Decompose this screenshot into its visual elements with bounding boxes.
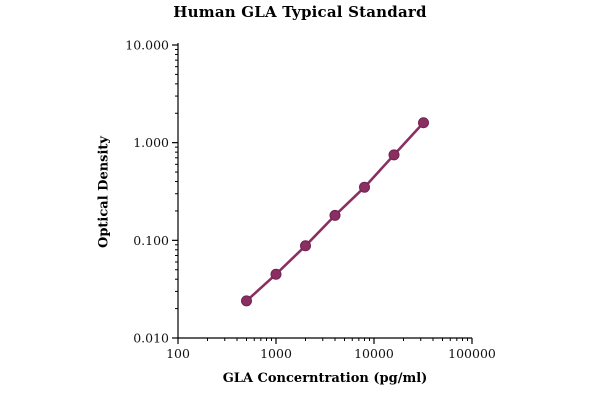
y-tick-label: 0.010 <box>133 331 169 346</box>
data-point <box>300 240 312 252</box>
x-tick-label: 10000 <box>354 346 394 361</box>
x-axis-label: GLA Concerntration (pg/ml) <box>222 371 428 386</box>
data-point <box>388 149 400 161</box>
chart-title: Human GLA Typical Standard <box>173 3 427 21</box>
data-point <box>359 181 371 193</box>
y-tick-label: 1.000 <box>133 135 169 150</box>
data-point <box>329 209 341 221</box>
x-tick-label: 100 <box>166 346 190 361</box>
data-point <box>418 117 430 129</box>
x-tick-label: 100000 <box>448 346 496 361</box>
y-axis-label: Optical Density <box>96 136 112 248</box>
x-tick-label: 1000 <box>260 346 292 361</box>
y-tick-label: 10.000 <box>125 38 169 53</box>
y-tick-label: 0.100 <box>133 233 169 248</box>
data-point <box>270 268 282 280</box>
data-point <box>240 295 252 307</box>
